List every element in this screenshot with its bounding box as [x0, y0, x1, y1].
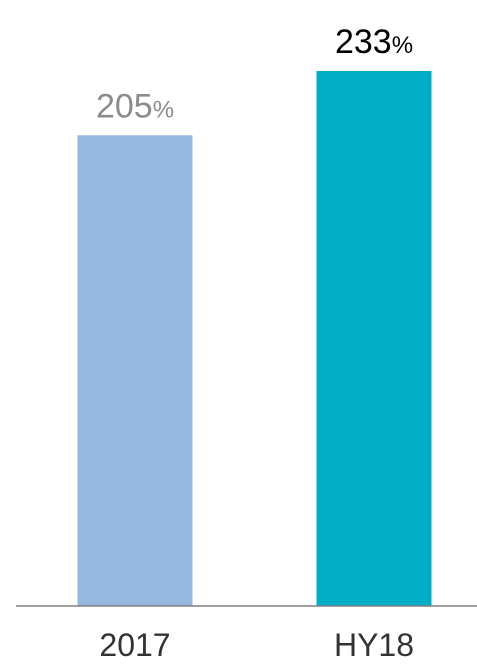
bars-group [77, 71, 432, 606]
value-labels-group: 205% 233% [96, 23, 413, 125]
x-tick-label-hy18: HY18 [334, 627, 414, 663]
value-label-2017: 205% [96, 87, 174, 125]
x-tick-labels-group: 2017 HY18 [99, 627, 414, 663]
bar-2017 [77, 135, 193, 606]
bar-hy18 [316, 71, 432, 606]
x-tick-label-2017: 2017 [99, 627, 170, 663]
value-label-hy18: 233% [335, 23, 413, 61]
